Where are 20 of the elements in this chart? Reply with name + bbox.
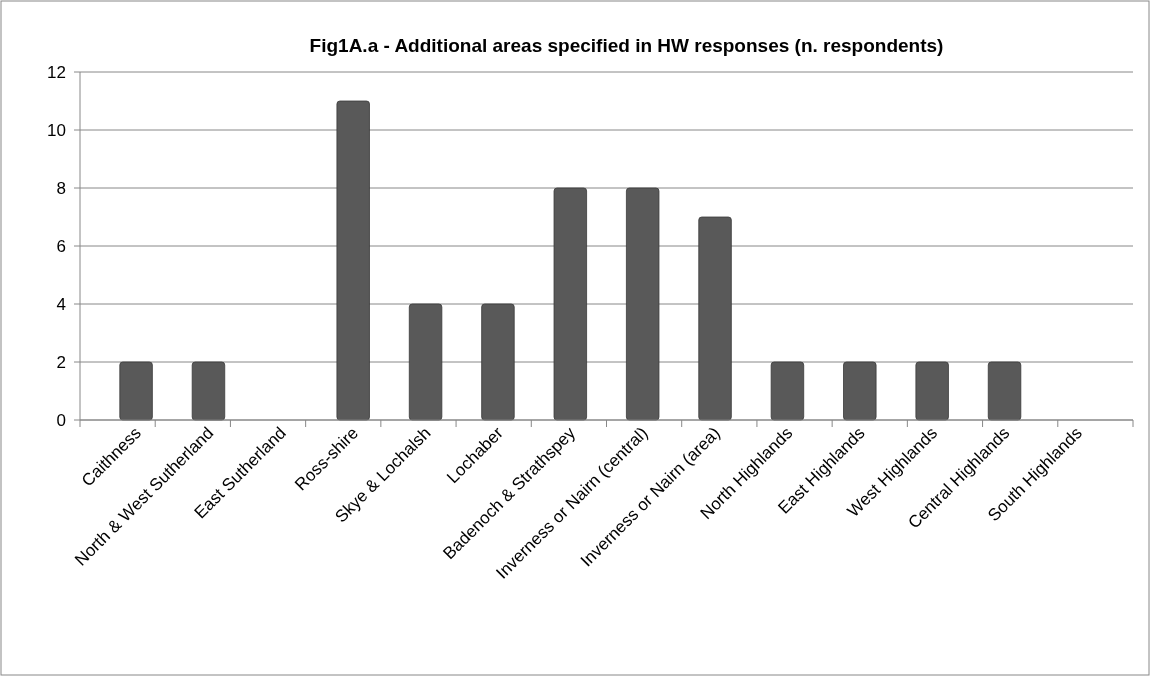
bar: [987, 361, 1022, 421]
y-tick-label: 10: [47, 120, 66, 140]
y-tick-label: 12: [47, 62, 66, 82]
bar: [191, 361, 226, 421]
bar: [336, 100, 370, 421]
chart-title: Fig1A.a - Additional areas specified in HW responses (n. respondents): [309, 35, 944, 56]
bar: [915, 361, 949, 421]
bar: [553, 187, 587, 421]
y-tick-label: 2: [56, 352, 66, 372]
bar: [770, 361, 805, 421]
bar: [626, 187, 660, 421]
y-tick-label: 6: [56, 236, 66, 256]
bar: [408, 303, 443, 421]
bar: [698, 216, 732, 421]
bar: [119, 361, 153, 421]
y-tick-label: 8: [56, 178, 66, 198]
y-tick-label: 4: [56, 294, 66, 314]
y-tick-label: 0: [56, 410, 66, 430]
bar: [843, 361, 877, 421]
bar: [481, 303, 515, 421]
